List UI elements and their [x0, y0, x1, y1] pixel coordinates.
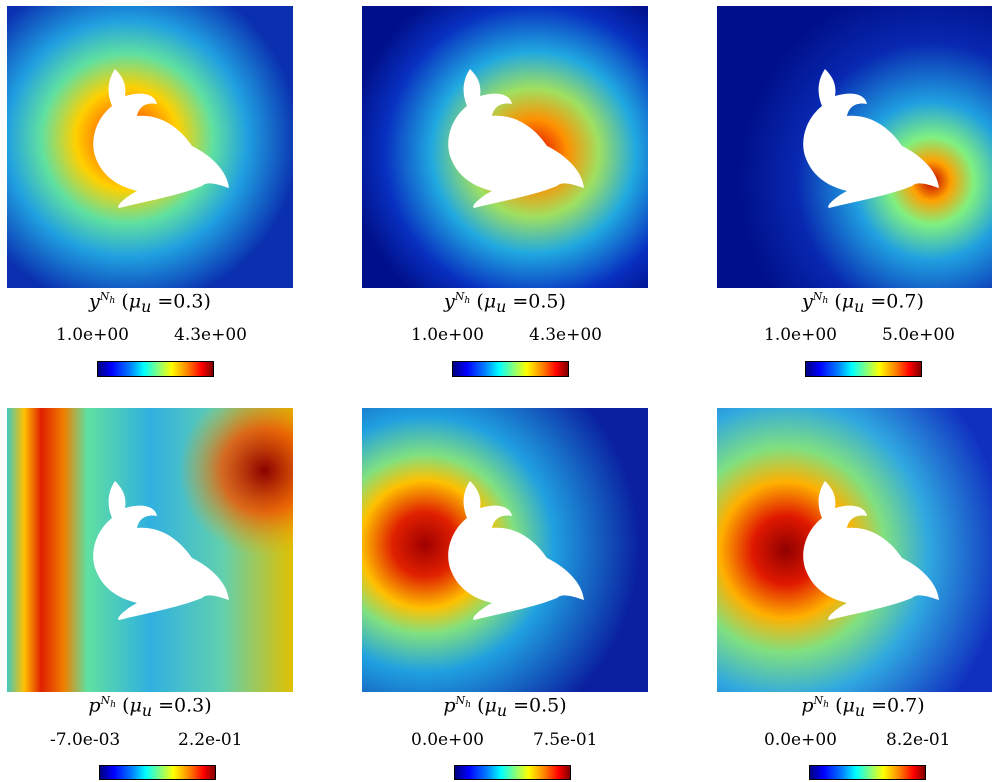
mu-sub: u	[854, 297, 865, 317]
sup-symbol: N	[812, 290, 823, 303]
mu-symbol: μ	[129, 694, 142, 717]
sup-symbol: N	[100, 694, 111, 707]
colorbar-min-label: 0.0e+00	[764, 730, 837, 750]
sub-symbol: h	[110, 699, 117, 711]
field-plot-y-mu-0.7	[717, 6, 992, 288]
mu-value: 0.3	[173, 290, 204, 313]
mu-symbol: μ	[483, 290, 497, 313]
colorbar-p-0.7	[809, 765, 926, 780]
mu-symbol: μ	[128, 290, 142, 313]
sup-symbol: N	[813, 694, 824, 707]
mu-sub: u	[141, 297, 152, 317]
colorbar-labels-p-0.7: 0.0e+00 8.2e-01	[748, 730, 988, 752]
colorbar-min-label: -7.0e-03	[50, 730, 121, 750]
caption-p-mu-0.7: pNh (μu =0.7)	[801, 694, 925, 721]
colorbar-min-label: 1.0e+00	[56, 325, 129, 345]
sup-symbol: N	[455, 694, 466, 707]
caption-p-mu-0.5: pNh (μu =0.5)	[443, 694, 567, 721]
field-plot-p-mu-0.5	[362, 408, 648, 692]
var-symbol: y	[444, 290, 455, 313]
sub-symbol: h	[465, 699, 472, 711]
sup-symbol: N	[454, 290, 465, 303]
mu-value: 0.7	[887, 694, 918, 717]
colorbar-p-0.3	[99, 765, 216, 780]
colorbar-p-0.5	[454, 765, 571, 780]
sub-symbol: h	[464, 295, 471, 307]
var-symbol: p	[88, 694, 101, 717]
caption-y-mu-0.7: yNh (μu =0.7)	[802, 290, 924, 317]
colorbar-y-0.3	[97, 361, 214, 377]
sub-symbol: h	[109, 295, 116, 307]
var-symbol: y	[802, 290, 813, 313]
mu-sub: u	[496, 297, 507, 317]
mu-value: 0.3	[174, 694, 205, 717]
colorbar-labels-y-0.3: 1.0e+00 4.3e+00	[40, 325, 280, 347]
colorbar-labels-y-0.7: 1.0e+00 5.0e+00	[748, 325, 988, 347]
colorbar-min-label: 1.0e+00	[411, 325, 484, 345]
colorbar-max-label: 4.3e+00	[174, 325, 247, 345]
colorbar-max-label: 2.2e-01	[178, 730, 243, 750]
colorbar-max-label: 4.3e+00	[529, 325, 602, 345]
colorbar-min-label: 0.0e+00	[411, 730, 484, 750]
mu-symbol: μ	[842, 694, 855, 717]
colorbar-max-label: 7.5e-01	[533, 730, 598, 750]
field-plot-y-mu-0.3	[7, 6, 293, 288]
field-plot-y-mu-0.5	[362, 6, 648, 288]
var-symbol: y	[89, 290, 100, 313]
mu-symbol: μ	[841, 290, 855, 313]
colorbar-min-label: 1.0e+00	[764, 325, 837, 345]
mu-value: 0.7	[886, 290, 917, 313]
dolphin-obstacle	[93, 481, 229, 620]
caption-p-mu-0.3: pNh (μu =0.3)	[88, 694, 212, 721]
colorbar-labels-p-0.3: -7.0e-03 2.2e-01	[40, 730, 280, 752]
mu-sub: u	[854, 701, 866, 721]
colorbar-labels-p-0.5: 0.0e+00 7.5e-01	[395, 730, 635, 752]
colorbar-max-label: 8.2e-01	[886, 730, 951, 750]
sup-symbol: N	[99, 290, 110, 303]
colorbar-y-0.5	[452, 361, 569, 377]
var-symbol: p	[443, 694, 456, 717]
dolphin-obstacle	[448, 69, 584, 208]
colorbar-max-label: 5.0e+00	[882, 325, 955, 345]
colorbar-y-0.7	[805, 361, 922, 377]
sub-symbol: h	[823, 699, 830, 711]
field-plot-p-mu-0.7	[717, 408, 992, 692]
sub-symbol: h	[822, 295, 829, 307]
mu-value: 0.5	[529, 694, 560, 717]
dolphin-obstacle	[93, 69, 229, 208]
var-symbol: p	[801, 694, 814, 717]
dolphin-obstacle	[803, 481, 939, 620]
mu-value: 0.5	[528, 290, 559, 313]
colorbar-labels-y-0.5: 1.0e+00 4.3e+00	[395, 325, 635, 347]
dolphin-obstacle	[448, 481, 584, 620]
field-plot-p-mu-0.3	[7, 408, 293, 692]
caption-y-mu-0.3: yNh (μu =0.3)	[89, 290, 211, 317]
mu-sub: u	[496, 701, 508, 721]
dolphin-obstacle	[803, 69, 939, 208]
caption-y-mu-0.5: yNh (μu =0.5)	[444, 290, 566, 317]
mu-symbol: μ	[484, 694, 497, 717]
mu-sub: u	[141, 701, 153, 721]
